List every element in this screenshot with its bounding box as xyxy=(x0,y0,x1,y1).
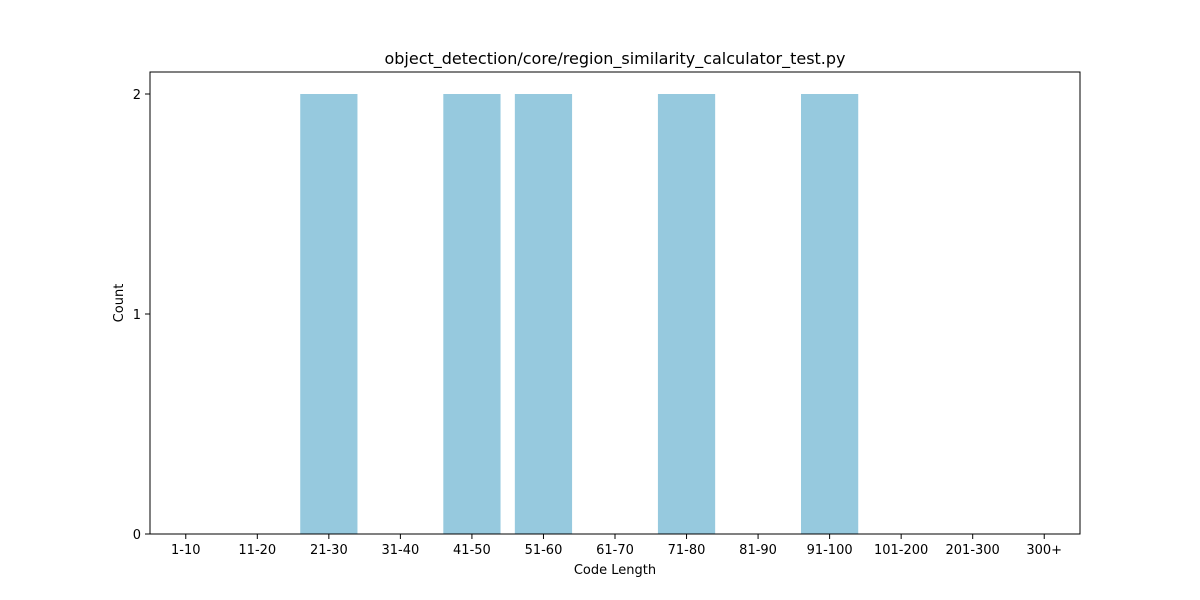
x-tick-label: 41-50 xyxy=(453,543,491,558)
bar-41-50 xyxy=(443,94,501,534)
plot-frame xyxy=(149,71,1081,535)
bar-91-100 xyxy=(801,94,859,534)
x-tick-label: 51-60 xyxy=(525,543,563,558)
x-tick-label: 101-200 xyxy=(874,543,928,558)
x-axis-title: Code Length xyxy=(574,563,656,578)
x-tick-label: 201-300 xyxy=(946,543,1000,558)
x-tick-label: 300+ xyxy=(1026,543,1062,558)
x-tick-label: 61-70 xyxy=(596,543,634,558)
x-axis: 1-10 11-20 21-30 31-40 41-50 51-60 61-70 71-80 8… xyxy=(171,534,1062,558)
x-tick-label: 71-80 xyxy=(668,543,706,558)
x-tick-label: 21-30 xyxy=(310,543,348,558)
y-axis: 0 1 2 xyxy=(133,88,150,543)
y-tick-label: 0 xyxy=(133,528,141,543)
x-tick-label: 31-40 xyxy=(381,543,419,558)
y-tick-label: 1 xyxy=(133,308,141,323)
chart-title: object_detection/core/region_similarity_… xyxy=(384,49,845,69)
bar-21-30 xyxy=(300,94,358,534)
bar-71-80 xyxy=(657,94,716,534)
bars-layer xyxy=(300,94,859,534)
x-tick-label: 11-20 xyxy=(238,543,276,558)
x-tick-label: 91-100 xyxy=(807,543,853,558)
x-tick-label: 1-10 xyxy=(171,543,201,558)
bar-51-60 xyxy=(514,94,573,534)
y-axis-title: Count xyxy=(112,284,127,323)
y-tick-label: 2 xyxy=(133,88,141,103)
x-tick-label: 81-90 xyxy=(739,543,777,558)
